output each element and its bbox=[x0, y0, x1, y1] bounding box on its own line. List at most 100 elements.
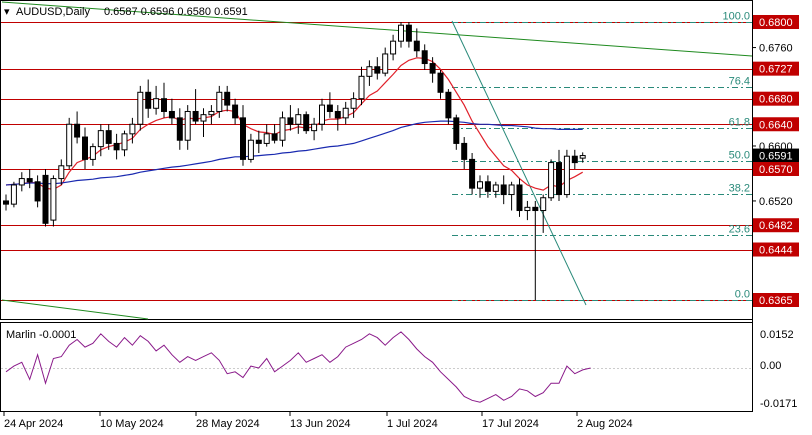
candle-body-47 bbox=[374, 66, 381, 74]
candle-0 bbox=[3, 194, 9, 211]
candle-body-5 bbox=[42, 174, 49, 224]
candle-29 bbox=[232, 98, 239, 125]
candle-60 bbox=[477, 175, 483, 198]
candle-body-48 bbox=[382, 53, 389, 74]
candle-14 bbox=[113, 133, 120, 160]
fib-label-4: 38.2 bbox=[729, 183, 750, 195]
candle-23 bbox=[184, 105, 191, 150]
candle-body-0 bbox=[3, 200, 9, 205]
candle-body-2 bbox=[18, 178, 25, 186]
candle-22 bbox=[176, 108, 183, 150]
candle-65 bbox=[516, 178, 523, 217]
candle-24 bbox=[192, 89, 199, 125]
candle-body-65 bbox=[516, 184, 523, 212]
price-box-0 bbox=[753, 15, 799, 29]
candle-body-55 bbox=[437, 72, 444, 93]
candle-body-40 bbox=[319, 104, 325, 125]
candle-body-10 bbox=[82, 136, 88, 160]
candle-71 bbox=[563, 149, 570, 198]
candle-66 bbox=[524, 200, 531, 221]
candle-body-15 bbox=[121, 133, 128, 151]
candle-body-63 bbox=[500, 184, 507, 196]
candle-26 bbox=[208, 105, 215, 125]
moving-averages bbox=[5, 57, 583, 191]
candle-body-44 bbox=[350, 98, 357, 109]
candle-42 bbox=[334, 105, 341, 131]
candle-body-17 bbox=[137, 91, 144, 125]
candle-35 bbox=[279, 111, 286, 147]
candle-body-57 bbox=[453, 117, 460, 144]
candle-body-29 bbox=[232, 104, 239, 119]
price-box-7 bbox=[753, 161, 799, 176]
time-label-1: 10 May 2024 bbox=[100, 418, 164, 430]
candle-44 bbox=[350, 92, 357, 118]
candle-63 bbox=[500, 175, 507, 205]
candle-51 bbox=[405, 22, 412, 48]
fib-label-2: 61.8 bbox=[729, 117, 750, 129]
price-axis: 0.68000.67600.67270.66800.66400.66000.65… bbox=[752, 15, 799, 307]
candle-16 bbox=[129, 117, 136, 144]
candle-41 bbox=[326, 92, 333, 118]
candle-58 bbox=[461, 137, 468, 169]
candle-27 bbox=[216, 85, 223, 118]
candle-body-24 bbox=[192, 110, 199, 122]
candle-body-35 bbox=[279, 117, 286, 141]
candle-55 bbox=[437, 69, 444, 99]
candle-body-43 bbox=[342, 107, 349, 119]
time-label-0: 24 Apr 2024 bbox=[4, 418, 63, 430]
current-price-label: 0.6591 bbox=[759, 151, 793, 163]
price-label-9: 0.6482 bbox=[759, 220, 793, 232]
candle-57 bbox=[453, 114, 460, 150]
indicator-scale-mid: 0.00 bbox=[760, 360, 781, 372]
candle-32 bbox=[255, 130, 262, 154]
indicator-scale-top: 0.0152 bbox=[760, 329, 794, 341]
candle-1 bbox=[10, 181, 17, 208]
candle-48 bbox=[382, 47, 389, 77]
candle-body-70 bbox=[556, 162, 562, 196]
candle-body-8 bbox=[66, 123, 73, 167]
trendline-lower-green bbox=[1, 299, 149, 320]
candle-15 bbox=[121, 130, 128, 157]
chart-ohlc: 0.6587 0.6596 0.6580 0.6591 bbox=[104, 6, 248, 18]
candle-body-18 bbox=[145, 91, 152, 109]
candle-body-42 bbox=[334, 110, 341, 119]
candle-21 bbox=[168, 98, 175, 125]
price-label-7: 0.6570 bbox=[759, 164, 793, 176]
candle-2 bbox=[18, 172, 25, 192]
candle-body-1 bbox=[10, 184, 17, 205]
candle-body-39 bbox=[311, 123, 318, 132]
candle-47 bbox=[374, 57, 381, 80]
candle-49 bbox=[390, 34, 397, 61]
candle-body-20 bbox=[161, 98, 167, 112]
candle-body-22 bbox=[176, 117, 183, 141]
candle-body-67 bbox=[532, 206, 539, 212]
candle-33 bbox=[263, 124, 270, 147]
candle-body-64 bbox=[508, 184, 515, 196]
candle-59 bbox=[469, 153, 476, 195]
candle-body-32 bbox=[255, 139, 262, 144]
candle-67 bbox=[532, 200, 539, 300]
candle-9 bbox=[74, 111, 81, 144]
fib-label-1: 76.4 bbox=[729, 76, 750, 88]
candle-body-19 bbox=[153, 98, 160, 109]
candle-5 bbox=[42, 168, 49, 227]
candle-body-4 bbox=[34, 181, 41, 202]
candle-body-41 bbox=[326, 104, 333, 112]
price-label-4: 0.6640 bbox=[759, 119, 793, 131]
time-label-2: 28 May 2024 bbox=[196, 418, 260, 430]
candle-37 bbox=[295, 108, 302, 134]
candle-body-45 bbox=[358, 75, 365, 100]
candle-body-21 bbox=[168, 110, 175, 119]
candle-56 bbox=[445, 89, 452, 125]
candle-body-61 bbox=[484, 181, 491, 192]
candle-72 bbox=[571, 149, 578, 169]
candle-17 bbox=[137, 85, 144, 131]
candle-body-9 bbox=[74, 123, 81, 138]
candle-20 bbox=[161, 82, 167, 118]
price-box-4 bbox=[753, 117, 799, 132]
candle-40 bbox=[319, 98, 325, 131]
candle-body-46 bbox=[366, 66, 373, 77]
candle-13 bbox=[105, 124, 112, 150]
candle-body-28 bbox=[224, 91, 231, 106]
candle-body-31 bbox=[247, 139, 254, 160]
